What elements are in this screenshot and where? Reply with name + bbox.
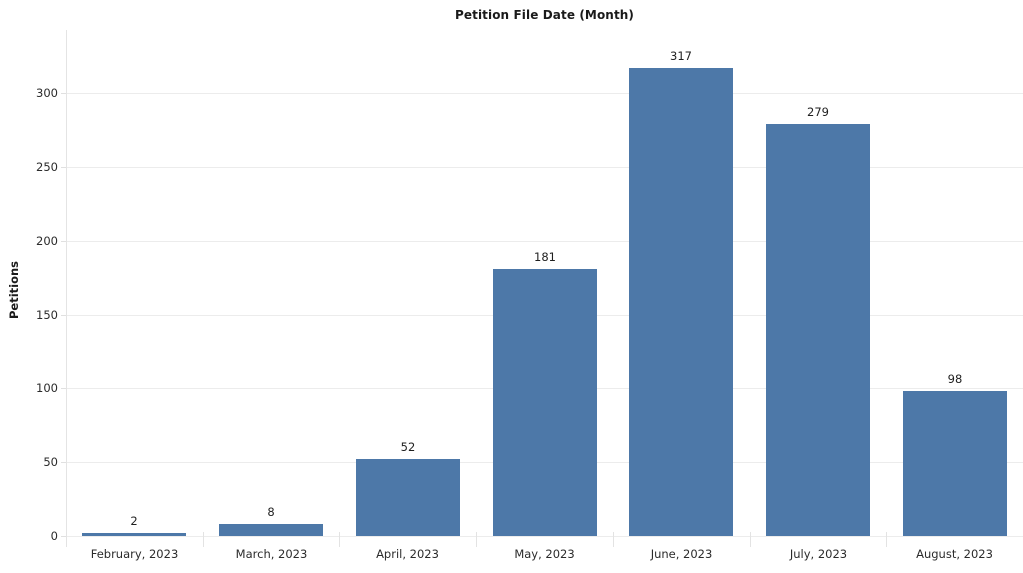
x-tick-label: March, 2023: [235, 547, 308, 561]
y-tick-mark: [61, 315, 66, 316]
category-boundary-tick: [613, 532, 614, 547]
category-boundary-tick: [750, 532, 751, 547]
bar: [356, 459, 460, 536]
x-tick-label: June, 2023: [650, 547, 713, 561]
x-tick-label: May, 2023: [514, 547, 575, 561]
y-tick-mark: [61, 167, 66, 168]
category-boundary-tick: [476, 532, 477, 547]
gridline: [67, 93, 1023, 94]
y-tick-mark: [61, 536, 66, 537]
bar-value-label: 98: [947, 372, 963, 386]
bar-value-label: 317: [670, 49, 692, 63]
bar: [766, 124, 870, 536]
bar-value-label: 2: [130, 514, 138, 528]
y-tick-label: 250: [36, 160, 58, 174]
x-tick-label: February, 2023: [90, 547, 179, 561]
category-boundary-tick: [203, 532, 204, 547]
x-tick-label: August, 2023: [916, 547, 993, 561]
bar: [629, 68, 733, 536]
category-boundary-tick: [66, 532, 67, 547]
y-tick-label: 0: [50, 529, 58, 543]
bar: [493, 269, 597, 536]
bar-value-label: 279: [807, 105, 829, 119]
y-tick-label: 50: [43, 455, 58, 469]
y-tick-mark: [61, 241, 66, 242]
bar-value-label: 8: [267, 505, 275, 519]
bar-value-label: 52: [400, 440, 416, 454]
category-boundary-tick: [339, 532, 340, 547]
y-tick-mark: [61, 388, 66, 389]
chart-title: Petition File Date (Month): [454, 8, 635, 22]
y-tick-mark: [61, 462, 66, 463]
y-tick-label: 300: [36, 86, 58, 100]
bar: [219, 524, 323, 536]
y-tick-label: 100: [36, 381, 58, 395]
gridline: [67, 167, 1023, 168]
y-tick-label: 200: [36, 234, 58, 248]
y-tick-label: 150: [36, 308, 58, 322]
x-tick-label: April, 2023: [376, 547, 439, 561]
x-tick-label: July, 2023: [789, 547, 848, 561]
bar: [903, 391, 1007, 536]
category-boundary-tick: [886, 532, 887, 547]
gridline: [67, 536, 1023, 537]
bar-value-label: 181: [534, 250, 556, 264]
bar: [82, 533, 186, 536]
y-tick-mark: [61, 93, 66, 94]
gridline: [67, 241, 1023, 242]
